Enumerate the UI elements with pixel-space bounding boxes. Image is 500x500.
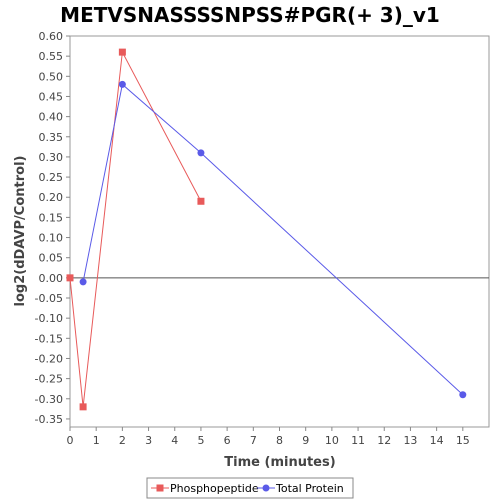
x-tick-label: 13 <box>403 434 417 447</box>
x-tick-label: 10 <box>325 434 339 447</box>
x-tick-label: 4 <box>171 434 178 447</box>
legend-marker <box>262 484 270 492</box>
y-tick-label: 0.25 <box>39 171 64 184</box>
data-point <box>197 197 205 205</box>
legend-label: Phosphopeptide <box>170 482 259 495</box>
series-line <box>69 50 202 407</box>
x-tick-label: 8 <box>276 434 283 447</box>
y-tick-label: 0.00 <box>39 272 64 285</box>
x-tick-label: 6 <box>224 434 231 447</box>
legend-item: Phosphopeptide <box>151 482 259 495</box>
y-tick-label: -0.15 <box>35 332 63 345</box>
y-tick-label: 0.30 <box>39 151 64 164</box>
y-tick-label: 0.05 <box>39 252 64 265</box>
y-axis-label: log2(dDAVP/Control) <box>13 156 28 307</box>
y-tick-label: 0.15 <box>39 211 64 224</box>
data-point <box>197 149 205 157</box>
x-tick-label: 0 <box>67 434 74 447</box>
x-tick-label: 3 <box>145 434 152 447</box>
y-tick-label: 0.20 <box>39 191 64 204</box>
x-tick-label: 9 <box>302 434 309 447</box>
y-tick-label: 0.45 <box>39 90 64 103</box>
x-tick-label: 5 <box>197 434 204 447</box>
y-tick-label: -0.10 <box>35 312 63 325</box>
data-point <box>459 391 467 399</box>
x-tick-label: 15 <box>456 434 470 447</box>
y-tick-label: 0.55 <box>39 50 64 63</box>
legend: Phosphopeptide Total Protein <box>146 477 354 499</box>
plot-frame <box>69 35 490 428</box>
x-tick-label: 2 <box>119 434 126 447</box>
data-point <box>118 80 126 88</box>
x-tick-label: 14 <box>430 434 444 447</box>
data-point <box>79 278 87 286</box>
data-point <box>118 48 126 56</box>
y-tick-label: 0.35 <box>39 131 64 144</box>
series-0 <box>66 48 205 411</box>
series-1 <box>79 80 467 399</box>
x-tick-label: 1 <box>93 434 100 447</box>
y-tick-label: 0.40 <box>39 111 64 124</box>
y-tick-label: -0.35 <box>35 413 63 426</box>
legend-frame <box>146 477 354 499</box>
y-tick-label: 0.10 <box>39 232 64 245</box>
y-tick-label: -0.20 <box>35 352 63 365</box>
data-point <box>66 274 74 282</box>
y-tick-label: -0.30 <box>35 393 63 406</box>
chart-title: METVSNASSSSNPSS#PGR(+ 3)_v1 <box>60 3 440 27</box>
y-axis: 0.60 0.55 0.50 0.45 0.40 0.35 0.30 0.25 0.20 0.15… <box>35 30 70 426</box>
legend-item: Total Protein <box>257 482 344 495</box>
x-tick-label: 12 <box>377 434 391 447</box>
legend-marker <box>156 484 164 492</box>
x-axis: 0 1 2 3 4 5 6 7 8 9 10 11 12 13 14 15 <box>67 427 470 447</box>
x-axis-label: Time (minutes) <box>224 455 335 470</box>
series-line <box>82 83 464 396</box>
x-tick-label: 11 <box>351 434 365 447</box>
y-tick-label: 0.60 <box>39 30 64 43</box>
y-tick-label: 0.50 <box>39 70 64 83</box>
y-tick-label: -0.25 <box>35 373 63 386</box>
series-group <box>66 48 467 411</box>
data-point <box>79 403 87 411</box>
legend-label: Total Protein <box>275 482 344 495</box>
y-tick-label: -0.05 <box>35 292 63 305</box>
x-tick-label: 7 <box>250 434 257 447</box>
